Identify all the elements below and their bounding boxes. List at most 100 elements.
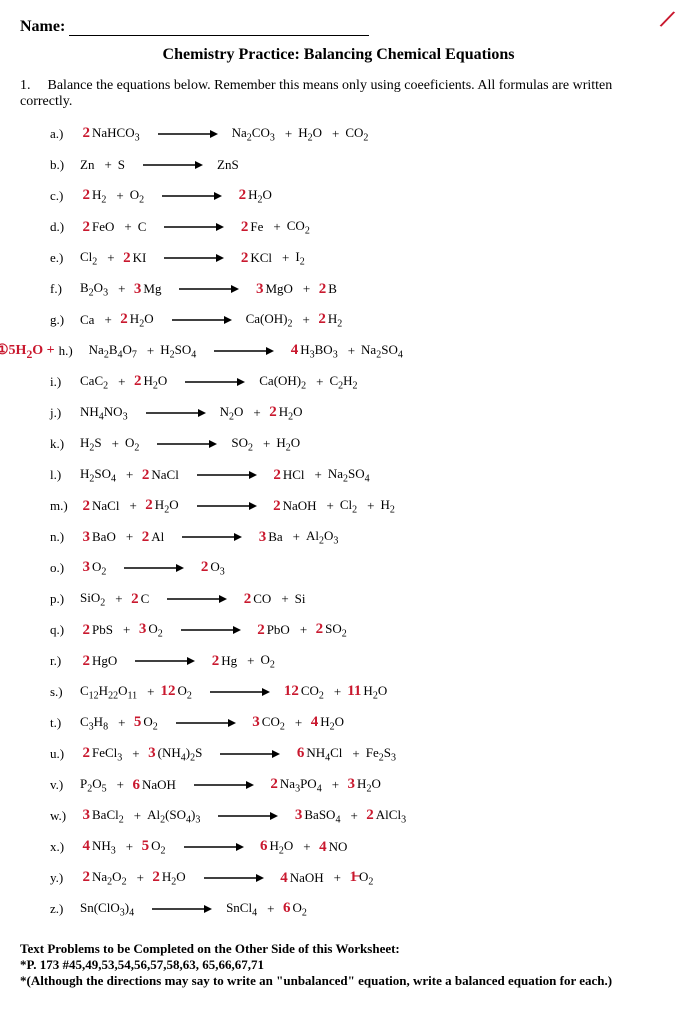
plus-sign: + (332, 126, 339, 142)
product-term: 4H2O (308, 714, 344, 733)
coefficient: 2 (316, 281, 326, 298)
reaction-arrow-icon (197, 470, 257, 480)
plus-sign: + (281, 591, 288, 607)
coefficient: 2 (80, 219, 90, 236)
chemical-formula: MgO (265, 281, 292, 297)
chemical-formula: Sn(ClO3)4 (80, 900, 134, 919)
chemical-formula: H2O (248, 187, 272, 206)
product-term: 6O2 (280, 900, 306, 919)
product-term: H2O (276, 435, 300, 454)
reaction-arrow-icon (176, 718, 236, 728)
plus-sign: + (116, 188, 123, 204)
product-term: 2HCl (271, 467, 305, 484)
reaction-arrow-icon (184, 842, 244, 852)
equation-row: ①5H2O +h.)Na2B4O7+H2SO4 4H3BO3+Na2SO4 (50, 337, 657, 365)
product-term: 2SO2 (313, 621, 347, 640)
plus-sign: + (115, 591, 122, 607)
plus-sign: + (137, 870, 144, 886)
coefficient: 1̶ (347, 869, 357, 886)
chemical-formula: Al2O3 (306, 528, 338, 547)
chemical-formula: SO2 (231, 435, 253, 454)
chemical-formula: H2O (279, 404, 303, 423)
coefficient: 2 (80, 745, 90, 762)
product-term: Na2CO3 (232, 125, 275, 144)
coefficient: 6 (130, 777, 140, 794)
chemical-formula: B2O3 (80, 280, 108, 299)
reaction-arrow-icon (204, 873, 264, 883)
plus-sign: + (253, 405, 260, 421)
plus-sign: + (147, 343, 154, 359)
chemical-formula: C12H22O11 (80, 683, 137, 702)
equation-label: k.) (50, 436, 80, 452)
coefficient: 12 (160, 683, 175, 700)
chemical-formula: FeCl3 (92, 745, 122, 764)
equation-row: y.)2Na2O2+2H2O 4NaOH+1̶O2 (50, 864, 657, 892)
coefficient: 3 (250, 714, 260, 731)
coefficient: 2 (238, 219, 248, 236)
coefficient: 6 (280, 900, 290, 917)
coefficient: 4 (317, 839, 327, 856)
product-term: 3MgO (253, 281, 292, 298)
coefficient: 3 (253, 281, 263, 298)
coefficient: 3 (256, 529, 266, 546)
reactant-term: 2FeO (80, 219, 114, 236)
product-term: 3CO2 (250, 714, 285, 733)
reactant-term: 2H2 (80, 187, 106, 206)
chemical-formula: H2O (363, 683, 387, 702)
reactant-term: 2NaHCO3 (80, 125, 140, 144)
chemical-formula: H2 (92, 187, 106, 206)
chemical-formula: Al2(SO4)3 (147, 807, 200, 826)
coefficient: 2 (118, 311, 128, 328)
reactant-term: 2Na2O2 (80, 869, 127, 888)
coefficient: 3 (146, 745, 156, 762)
chemical-formula: H2 (328, 311, 342, 330)
chemical-formula: NaOH (142, 777, 176, 793)
product-term: ZnS (217, 157, 239, 173)
chemical-formula: O3 (210, 559, 224, 578)
reactant-term: 3BaCl2 (80, 807, 124, 826)
name-blank-line[interactable] (69, 21, 369, 36)
chemical-formula: O2 (125, 435, 139, 454)
plus-sign: + (124, 219, 131, 235)
coefficient: 6 (294, 745, 304, 762)
product-term: 2B (316, 281, 337, 298)
reaction-arrow-icon (146, 408, 206, 418)
product-term: N2O (220, 404, 244, 423)
reactant-term: P2O5 (80, 776, 107, 795)
chemical-formula: H3BO3 (300, 342, 337, 361)
reaction-arrow-icon (218, 811, 278, 821)
reactant-term: 2H2O (131, 373, 167, 392)
chemical-formula: Ca (80, 312, 94, 328)
reaction-arrow-icon (157, 439, 217, 449)
product-term: CO2 (345, 125, 368, 144)
equation-label: q.) (50, 622, 80, 638)
chemical-formula: C (138, 219, 147, 235)
equation-row: v.)P2O5+6NaOH 2Na3PO4+3H2O (50, 771, 657, 799)
coefficient: 3 (345, 776, 355, 793)
reactant-term: Cl2 (80, 249, 97, 268)
reactant-term: H2S (80, 435, 102, 454)
equation-label: e.) (50, 250, 80, 266)
coefficient: 2 (80, 869, 90, 886)
product-term: 2O3 (198, 559, 224, 578)
equation-row: a.)2NaHCO3 Na2CO3+H2O+CO2 (50, 120, 657, 148)
equation-row: z.)Sn(ClO3)4 SnCl4+6O2 (50, 895, 657, 923)
product-term: 2H2O (267, 404, 303, 423)
plus-sign: + (303, 281, 310, 297)
product-term: H2O (298, 125, 322, 144)
chemical-formula: H2S (80, 435, 102, 454)
chemical-formula: B (328, 281, 337, 297)
plus-sign: + (316, 374, 323, 390)
reactant-term: 2H2O (118, 311, 154, 330)
equation-label: n.) (50, 529, 80, 545)
reactant-term: H2SO4 (160, 342, 196, 361)
reaction-arrow-icon (181, 625, 241, 635)
reactant-term: 2NaCl (80, 498, 119, 515)
chemical-formula: Mg (143, 281, 161, 297)
name-label: Name: (20, 18, 65, 35)
footer-block: Text Problems to be Completed on the Oth… (20, 941, 657, 989)
chemical-formula: Ca(OH)2 (246, 311, 293, 330)
equation-label: m.) (50, 498, 80, 514)
product-term: I2 (295, 249, 304, 268)
chemical-formula: H2O (270, 838, 294, 857)
